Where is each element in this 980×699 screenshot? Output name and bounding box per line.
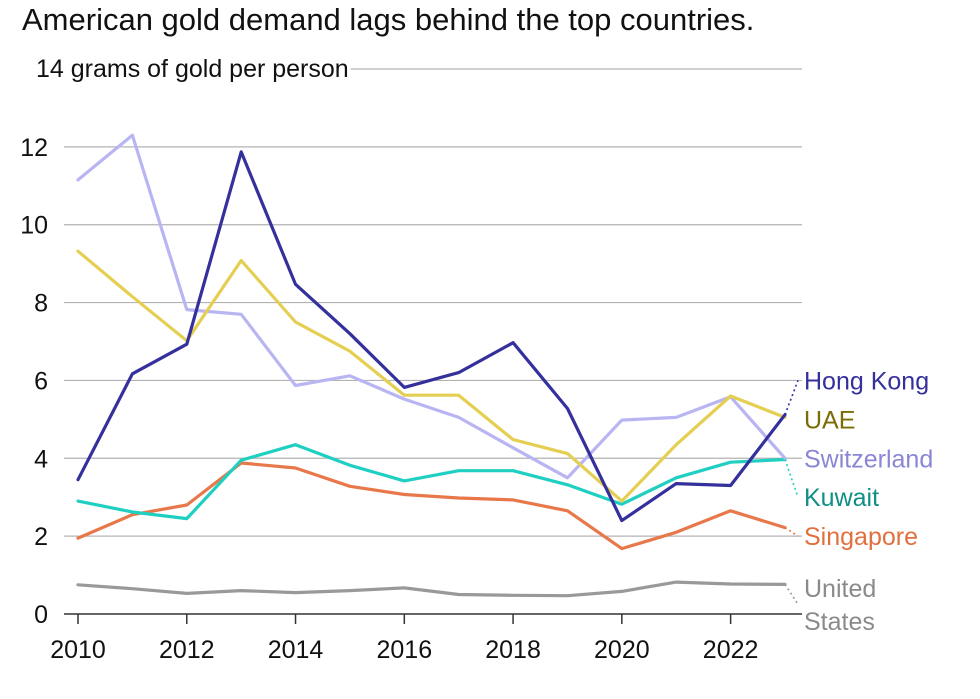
y-tick-label: 10 (20, 212, 48, 240)
series-label-united-states: States (804, 608, 875, 636)
y-top-tick-label: 14 grams of gold per person (36, 55, 349, 83)
series-label-kuwait: Kuwait (804, 484, 879, 512)
series-line-uae (76, 249, 787, 503)
y-tick-label: 2 (34, 523, 48, 551)
y-tick-label: 12 (20, 134, 48, 162)
y-tick-label: 0 (34, 601, 48, 629)
series-label-hong-kong: Hong Kong (804, 367, 929, 395)
series-line-switzerland (76, 133, 787, 480)
series-label-switzerland: Switzerland (804, 445, 933, 473)
series-label-singapore: Singapore (804, 523, 918, 551)
label-connector-singapore (784, 526, 799, 537)
x-tick-label: 2014 (268, 636, 324, 664)
x-tick-label: 2016 (376, 636, 432, 664)
x-tick-label: 2020 (594, 636, 650, 664)
series-label-united-states: United (804, 575, 876, 603)
label-connector-kuwait (784, 459, 799, 498)
x-tick-label: 2018 (485, 636, 541, 664)
x-tick-label: 2010 (50, 636, 106, 664)
series-line-kuwait (76, 443, 787, 521)
x-tick-label: 2012 (159, 636, 215, 664)
label-connector-united-states (784, 583, 799, 605)
chart-title: American gold demand lags behind the top… (22, 2, 755, 37)
series-label-uae: UAE (804, 406, 855, 434)
series-line-singapore (76, 461, 787, 551)
series-line-hong-kong (76, 150, 787, 523)
y-tick-label: 4 (34, 445, 48, 473)
y-tick-label: 6 (34, 367, 48, 395)
label-connector-hong-kong (784, 380, 799, 415)
x-tick-label: 2022 (703, 636, 759, 664)
y-tick-label: 8 (34, 290, 48, 318)
series-line-united-states (76, 580, 787, 598)
